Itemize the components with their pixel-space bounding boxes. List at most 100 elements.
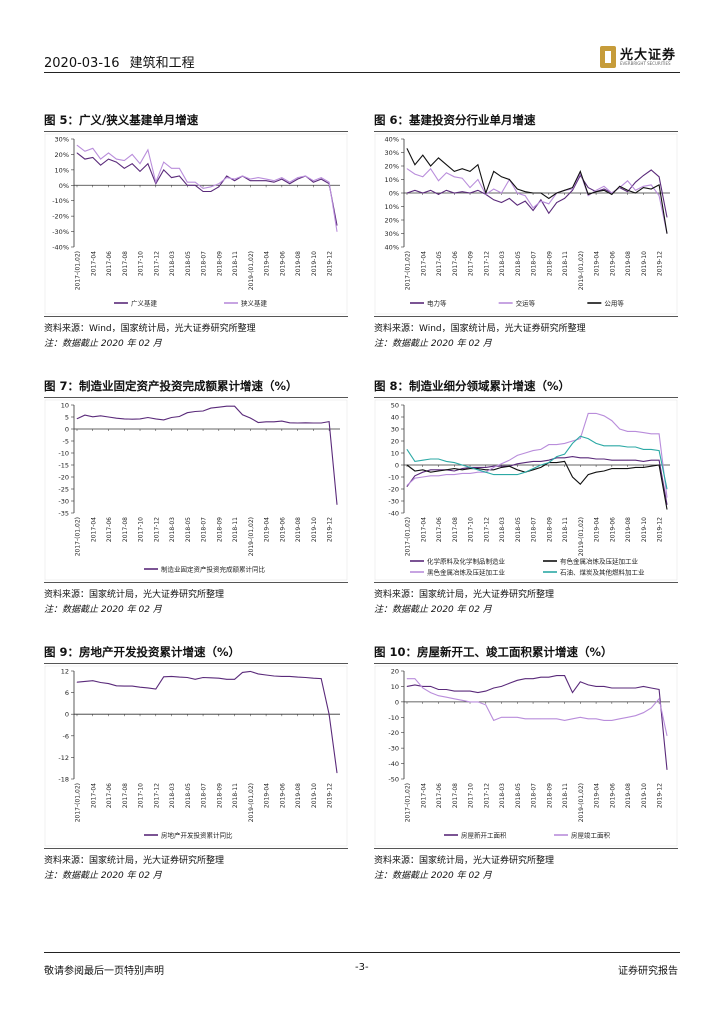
data-point [461,191,463,193]
data-point [611,192,613,194]
data-point [603,188,605,190]
data-point [461,464,463,466]
x-tick-label: 2017-06 [106,251,113,276]
data-point [477,469,479,471]
x-tick-label: 2019-06 [609,783,616,808]
data-point [461,690,463,692]
source-rule [374,582,678,583]
data-point [485,469,487,471]
data-point [658,195,660,197]
figure-6-panel: 图 6：基建投资分行业单月增速 40% 30% 20% 10% 0% 10% 20% 30% 4… [374,112,678,352]
data-point [469,701,471,703]
data-point [493,188,495,190]
legend-label: 有色金属冶炼及压延加工业 [560,557,639,566]
x-tick-label: 2017-04 [420,517,427,542]
title-rule [374,663,678,664]
data-point [493,469,495,471]
data-point [619,718,621,720]
data-point [422,686,424,687]
chart-frame [374,665,678,847]
figure-note: 注：数据截止 2020 年 02 月 [374,871,492,881]
x-tick-label: 2019-12 [657,517,664,542]
data-point [603,415,605,417]
data-point [163,419,165,421]
page-number: -3- [355,962,369,973]
data-point [123,167,125,169]
logo-text: 光大证券 [620,48,677,63]
data-point [336,772,338,774]
y-tick-label: 6 [65,689,69,697]
data-point [171,177,172,178]
title-rule [374,397,678,398]
x-tick-label: 2018-07 [201,783,208,808]
data-point [414,477,416,479]
data-point [422,687,424,689]
source-rule [44,582,348,583]
data-point [139,686,141,688]
x-tick-label: 2019-10 [311,783,318,808]
data-point [186,412,188,414]
data-point [650,433,652,435]
x-tick-label: 2017-10 [138,783,145,808]
data-point [92,416,94,418]
x-tick-label: 2017-08 [452,783,459,808]
x-tick-label: 2017-08 [122,783,129,808]
data-point [619,185,621,187]
y-tick-label: -40 [388,760,399,768]
data-point [76,681,78,683]
series-line [76,152,338,226]
data-point [516,679,518,681]
data-point [171,417,172,418]
logo-mark-icon [600,46,616,68]
x-tick-label: 2017-12 [153,517,160,542]
data-point [469,473,471,474]
data-point [493,465,495,467]
data-point [635,446,636,448]
figure-title: 图 10：房屋新开工、竣工面积累计增速（%） [374,645,613,659]
data-point [406,148,408,149]
data-point [461,177,463,179]
x-tick-label: 2019-04 [594,517,601,542]
data-point [564,457,565,459]
x-tick-label: 2017-12 [153,783,160,808]
data-point [453,171,455,172]
source-rule [44,848,348,849]
data-point [666,488,668,490]
data-point [414,461,416,462]
figure-5-panel: 图 5：广义/狭义基建单月增速 30% 20% 10% 0% -10% -20% -30% -… [44,112,348,352]
data-point [422,459,424,461]
data-point [509,716,510,718]
data-point [540,461,542,462]
data-point [422,154,424,156]
data-point [446,469,447,471]
data-point [469,690,471,692]
data-point [658,689,660,690]
chart-svg: 20 10 0 -10 -20 -30 -40 -50 2017-(01,02) 2017-04 2… [374,665,678,847]
y-tick-label: 20% [55,151,69,159]
data-point [579,457,581,459]
x-tick-label: 2018-09 [216,783,223,808]
data-point [202,191,204,192]
data-point [516,192,518,194]
y-tick-label: 0% [389,190,399,198]
data-point [430,686,431,687]
x-tick-label: 2019-12 [657,783,664,808]
data-point [516,204,518,206]
data-point [485,690,487,692]
data-point [453,470,455,472]
data-point [202,677,204,678]
data-point [430,458,431,460]
data-point [532,192,534,194]
data-point [242,175,243,177]
data-point [461,473,463,474]
data-point [658,450,660,451]
x-tick-label: 2019-08 [295,517,302,542]
data-point [603,470,605,472]
data-point [446,461,447,462]
data-point [650,687,652,689]
data-point [297,177,298,178]
data-point [556,457,558,459]
y-tick-label: -20 [388,486,399,494]
data-point [619,187,621,188]
data-point [131,685,133,687]
